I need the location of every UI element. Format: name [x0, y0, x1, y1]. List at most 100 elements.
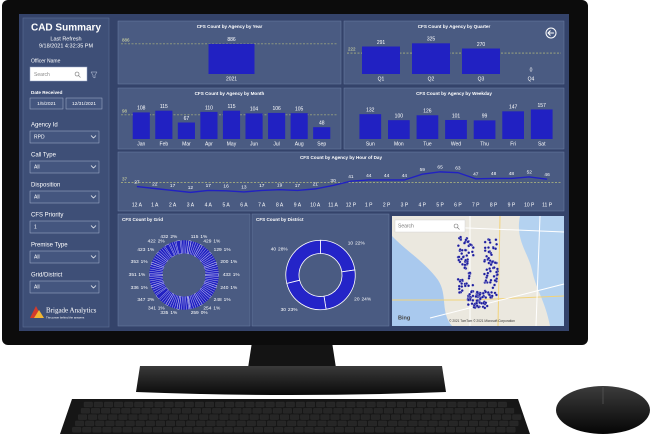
- x-tick-label: Tue: [423, 141, 432, 147]
- slice-value-label: 0%: [201, 310, 209, 316]
- key: [265, 401, 275, 408]
- x-tick-label: Apr: [205, 141, 213, 147]
- x-tick-label: Mar: [182, 141, 191, 147]
- key: [365, 427, 375, 433]
- date-start-box[interactable]: [29, 97, 64, 110]
- dropdown-chevron: [90, 255, 97, 259]
- key: [98, 414, 108, 420]
- slice-value-label: 1%: [230, 286, 238, 292]
- key: [290, 414, 300, 420]
- filter-dropdown[interactable]: [29, 190, 100, 204]
- map-incident: [464, 248, 467, 252]
- key: [174, 401, 184, 408]
- slice-value-label: 2%: [170, 234, 178, 240]
- x-tick-label: Mon: [394, 141, 404, 147]
- slice-category: 335: [160, 310, 168, 316]
- key: [226, 420, 236, 427]
- slice: [155, 287, 169, 300]
- map-incident: [481, 291, 485, 295]
- filter-dropdown[interactable]: [29, 160, 100, 174]
- logo-text: Brigade Analytics: [46, 307, 97, 315]
- key: [284, 427, 294, 433]
- slice: [203, 281, 218, 289]
- map-incident: [467, 274, 471, 278]
- x-tick-label: 4 P: [418, 202, 426, 208]
- key: [497, 401, 507, 408]
- slice-category: 429: [203, 239, 211, 245]
- filter-dropdown[interactable]: [29, 280, 100, 294]
- slice-category: 115: [191, 234, 199, 240]
- data-label: 21: [313, 182, 319, 188]
- map-incident: [481, 295, 484, 299]
- map-incident: [487, 261, 491, 265]
- officer-search[interactable]: [29, 66, 88, 82]
- map-incident: [490, 290, 493, 294]
- key: [80, 408, 90, 414]
- x-tick-label: Wed: [451, 141, 461, 147]
- map-incident: [478, 292, 482, 296]
- slice-category: 20: [354, 297, 360, 303]
- slice-label: 40 28%: [271, 247, 289, 253]
- key: [326, 401, 336, 408]
- key: [233, 427, 243, 433]
- key: [375, 427, 385, 433]
- slice: [193, 293, 203, 306]
- key: [124, 401, 134, 408]
- map-incident: [490, 260, 494, 264]
- map-incident: [485, 304, 489, 308]
- map-incident: [457, 287, 461, 291]
- slice-value-label: 1%: [147, 247, 155, 253]
- data-label: 105: [295, 106, 304, 112]
- reference-label: 37: [122, 176, 128, 181]
- slice-value-label: 23%: [288, 307, 298, 313]
- key: [112, 427, 122, 433]
- slice-label: 200 1%: [220, 259, 238, 265]
- bar: [313, 127, 331, 139]
- key: [91, 408, 100, 414]
- filter-dropdown[interactable]: [29, 130, 100, 144]
- map-incident: [493, 283, 496, 287]
- key: [88, 414, 98, 420]
- key: [499, 420, 509, 427]
- slice-category: 129: [214, 247, 222, 253]
- back-button[interactable]: [545, 27, 557, 39]
- key: [431, 414, 441, 420]
- key: [277, 420, 287, 427]
- slice-value-label: 1%: [170, 310, 178, 316]
- ring-divider: [202, 257, 215, 265]
- filter-dropdown[interactable]: [29, 220, 100, 234]
- search-icon: [74, 71, 81, 78]
- slice: [186, 240, 192, 255]
- filter-clear-icon[interactable]: [90, 71, 98, 79]
- map-incident: [463, 241, 466, 245]
- date-end-box[interactable]: [65, 97, 103, 110]
- map-incident: [495, 242, 499, 246]
- monitor-base: [136, 366, 446, 395]
- filter-dropdown[interactable]: [29, 250, 100, 264]
- slice-value-label: 1%: [213, 239, 221, 245]
- bar: [132, 112, 150, 139]
- key: [466, 427, 476, 433]
- map-incident: [470, 302, 474, 306]
- map-search[interactable]: [394, 219, 466, 233]
- ring-divider: [197, 248, 207, 259]
- slice: [285, 239, 321, 284]
- x-tick-label: 11 A: [328, 202, 338, 208]
- x-tick-label: 8 A: [276, 202, 284, 208]
- key: [346, 401, 356, 408]
- x-tick-label: 5 A: [222, 202, 230, 208]
- slice: [150, 261, 165, 269]
- chart-panel: [117, 151, 565, 212]
- key: [189, 414, 199, 420]
- map-search-icon: [453, 223, 460, 230]
- key: [173, 427, 183, 433]
- data-label: 101: [452, 113, 461, 119]
- ring-divider: [205, 268, 219, 272]
- map-road: [429, 283, 565, 319]
- key: [272, 408, 282, 414]
- map-incident: [487, 293, 491, 297]
- key: [95, 420, 105, 427]
- key: [252, 408, 262, 414]
- slice-label: 423 1%: [137, 247, 155, 253]
- ring-divider: [198, 249, 209, 260]
